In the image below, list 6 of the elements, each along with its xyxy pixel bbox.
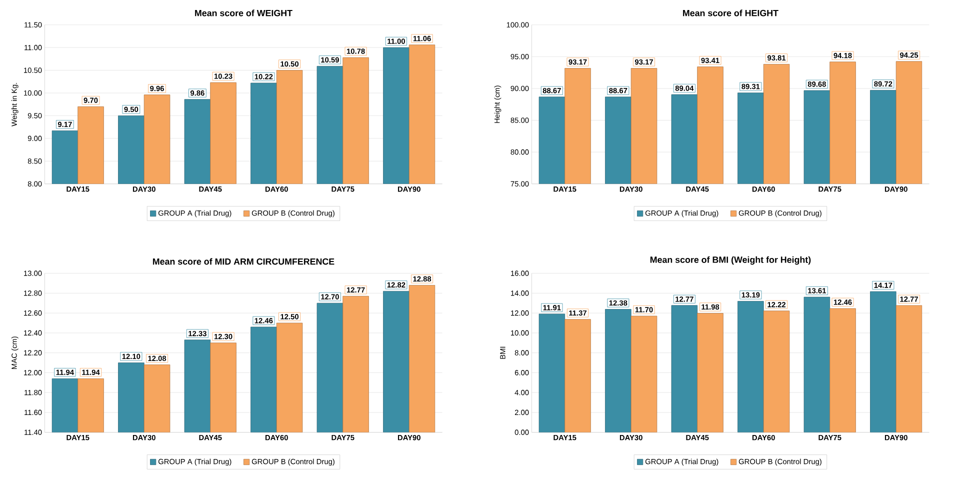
- chart-title: Mean score of BMI (Weight for Height): [650, 256, 811, 265]
- chart-title: Mean score of WEIGHT: [195, 10, 292, 16]
- chart-title: Mean score of MID ARM CIRCUMFERENCE: [152, 258, 334, 265]
- bar: [870, 291, 896, 432]
- bar: [896, 305, 922, 432]
- chart-title: Mean score of HEIGHT: [683, 10, 778, 16]
